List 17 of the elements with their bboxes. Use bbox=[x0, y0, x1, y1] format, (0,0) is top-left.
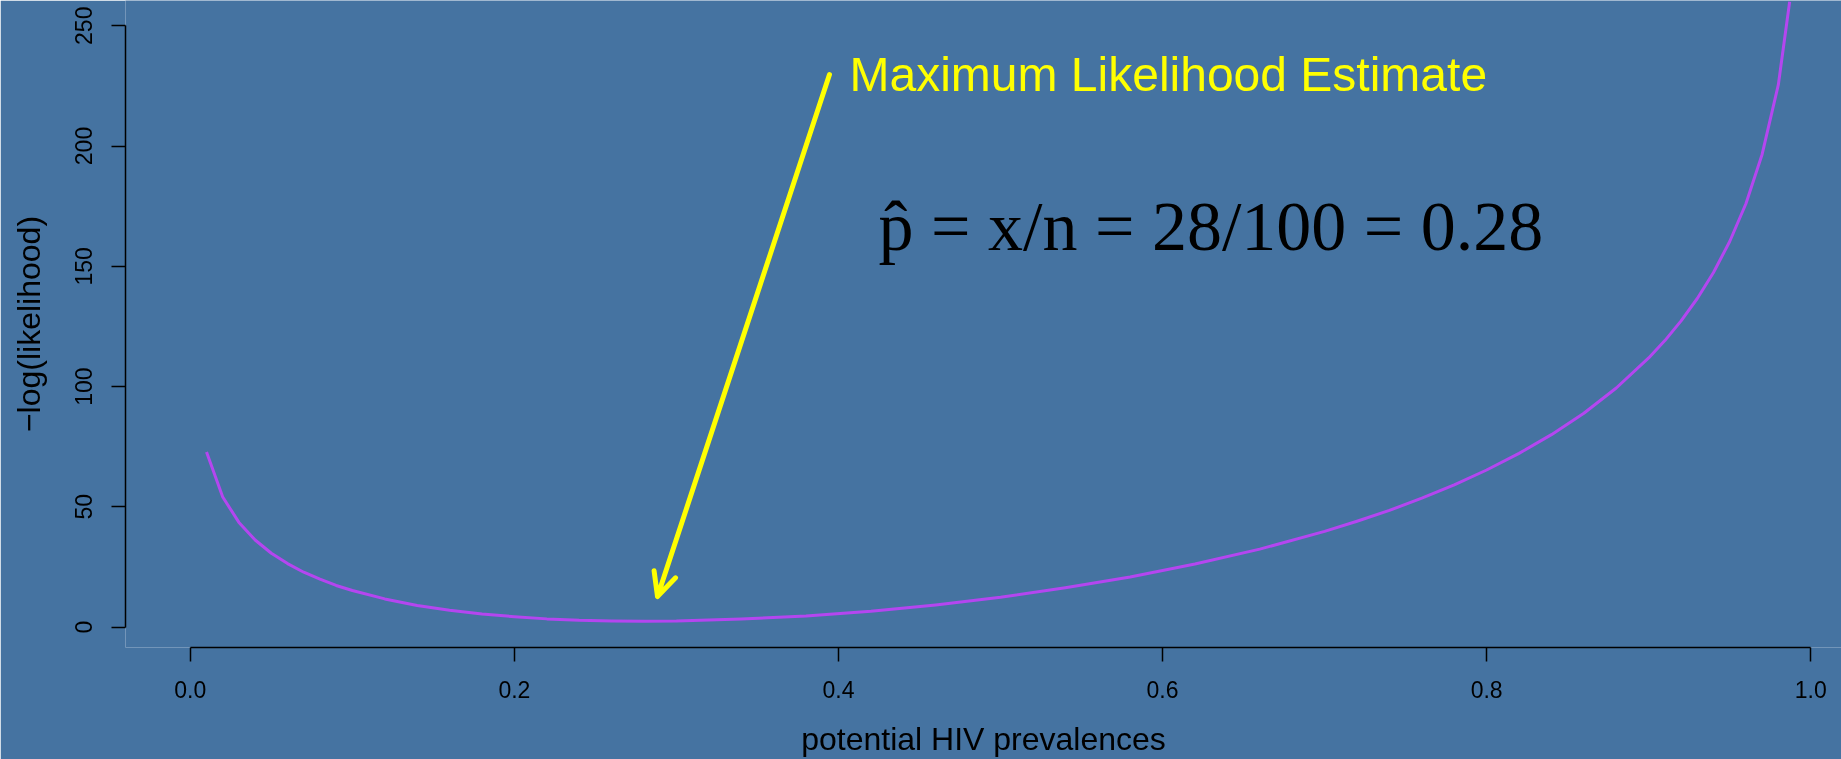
annotation: Maximum Likelihood Estimate bbox=[849, 48, 1488, 101]
y-tick-label: 50 bbox=[71, 493, 98, 520]
y-tick-label: 200 bbox=[71, 126, 98, 166]
x-axis-title: potential HIV prevalences bbox=[801, 720, 1166, 757]
x-tick-label: 0.0 bbox=[174, 676, 207, 703]
x-tick-label: 0.6 bbox=[1146, 676, 1179, 703]
x-tick-label: 0.8 bbox=[1470, 676, 1503, 703]
y-tick-label: 0 bbox=[71, 620, 98, 634]
x-tick-label: 0.2 bbox=[498, 676, 531, 703]
x-tick-label: 1.0 bbox=[1794, 676, 1827, 703]
y-tick-label: 250 bbox=[71, 6, 98, 45]
x-tick-label: 0.4 bbox=[822, 676, 855, 703]
line-series bbox=[205, 0, 1792, 623]
y-tick-label: 150 bbox=[71, 247, 98, 286]
y-axis-title: −log(likelihood) bbox=[10, 215, 47, 433]
annotation: p̂ = x/n = 28/100 = 0.28 bbox=[878, 188, 1544, 265]
y-tick-label: 100 bbox=[71, 367, 98, 406]
